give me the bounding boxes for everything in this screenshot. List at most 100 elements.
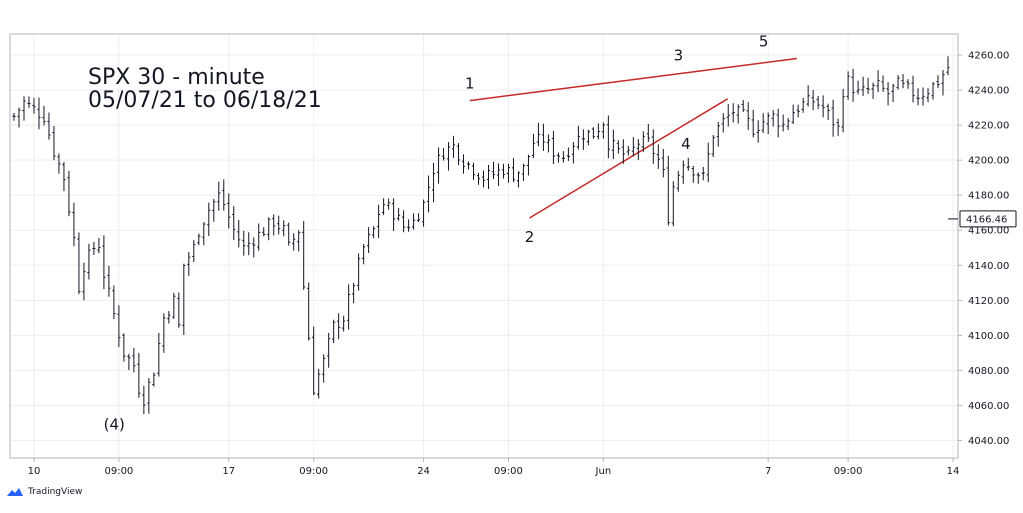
ohlc-bar	[756, 120, 760, 143]
x-tick-label: 14	[947, 466, 960, 477]
ohlc-bar	[496, 163, 501, 186]
ohlc-bar	[806, 85, 810, 107]
wave-annotations: 1 2 3 4 5 (4)	[104, 33, 769, 434]
ohlc-bar	[816, 95, 820, 109]
chart-title: SPX 30 - minute	[88, 65, 265, 90]
ohlc-bar	[886, 82, 890, 106]
ohlc-bar	[132, 347, 136, 373]
ohlc-bar	[466, 161, 471, 170]
ohlc-bar	[921, 87, 925, 106]
y-tick-label: 4100.00	[968, 331, 1009, 342]
ohlc-bar	[711, 134, 715, 158]
ohlc-bar	[431, 162, 436, 203]
ohlc-bar	[162, 313, 166, 353]
ohlc-bar	[202, 222, 206, 246]
ohlc-bar	[646, 124, 650, 142]
ohlc-bar	[641, 131, 645, 152]
ohlc-bar	[147, 377, 151, 414]
ohlc-bar	[362, 243, 366, 265]
ohlc-bar	[611, 129, 615, 160]
ohlc-bar	[22, 96, 26, 121]
ohlc-bar	[172, 292, 176, 319]
ohlc-bar	[152, 372, 156, 387]
ohlc-bar	[506, 163, 511, 183]
ohlc-bar	[681, 160, 685, 184]
wave-label: 5	[759, 33, 769, 51]
y-tick-label: 4060.00	[968, 401, 1009, 412]
ohlc-bar	[401, 210, 406, 233]
ohlc-bar	[471, 162, 476, 180]
y-axis: 4040.00 4060.00 4080.00 4100.00 4120.00 4140.…	[958, 51, 1009, 447]
x-tick-label: 09:00	[104, 466, 133, 477]
ohlc-bar	[486, 164, 491, 189]
ohlc-bar	[262, 227, 266, 237]
wave-label: (4)	[104, 415, 125, 433]
ohlc-bar	[127, 353, 131, 370]
ohlc-bar	[586, 129, 590, 146]
ohlc-bar	[776, 108, 780, 138]
ohlc-bar	[856, 80, 860, 95]
grid	[10, 34, 958, 458]
ohlc-bar	[631, 137, 635, 157]
ohlc-bar	[292, 233, 296, 251]
tradingview-branding[interactable]: TradingView	[6, 486, 82, 498]
ohlc-bar	[382, 198, 386, 216]
ohlc-bar	[841, 88, 845, 133]
ohlc-bar	[686, 157, 690, 171]
ohlc-bar	[606, 115, 610, 159]
ohlc-bar	[551, 130, 556, 164]
ohlc-bar	[416, 213, 421, 223]
ohlc-bar	[566, 147, 571, 161]
ohlc-bar	[32, 97, 36, 114]
ohlc-bar	[272, 214, 276, 236]
ohlc-bar	[766, 112, 770, 135]
ohlc-bar	[831, 99, 835, 137]
ohlc-bar	[906, 79, 910, 89]
y-tick-label: 4080.00	[968, 366, 1009, 377]
chart-subtitle: 05/07/21 to 06/18/21	[88, 88, 322, 113]
y-tick-label: 4040.00	[968, 436, 1009, 447]
ohlc-bar	[636, 139, 640, 160]
ohlc-bar	[97, 237, 101, 254]
ohlc-bar	[721, 113, 725, 133]
ohlc-bar	[327, 332, 331, 368]
ohlc-bar	[916, 88, 920, 106]
last-price-label: 4166.46	[966, 214, 1007, 225]
ohlc-bar	[521, 163, 526, 181]
ohlc-bar	[37, 97, 41, 130]
ohlc-bar	[192, 240, 196, 262]
ohlc-bar	[421, 199, 426, 227]
ohlc-bar	[526, 154, 531, 176]
ohlc-bar	[391, 198, 396, 232]
ohlc-bar	[716, 122, 720, 147]
ohlc-bar	[87, 243, 91, 280]
ohlc-bar	[691, 165, 695, 183]
y-tick-label: 4160.00	[968, 226, 1009, 237]
y-tick-label: 4200.00	[968, 156, 1009, 167]
ohlc-bar	[62, 162, 66, 192]
ohlc-bar	[287, 222, 291, 246]
ohlc-bar	[736, 104, 740, 124]
ohlc-bar	[142, 385, 146, 415]
ohlc-bar	[247, 232, 251, 256]
ohlc-bar	[312, 326, 316, 396]
ohlc-bar	[676, 170, 680, 192]
trendline	[529, 98, 729, 219]
ohlc-bar	[47, 112, 51, 140]
ohlc-bar	[107, 265, 111, 297]
ohlc-bar	[411, 213, 416, 230]
ohlc-bar	[931, 81, 935, 100]
ohlc-bar	[746, 102, 750, 130]
ohlc-bar	[267, 217, 271, 241]
trendline	[469, 57, 797, 102]
ohlc-bar	[581, 129, 585, 150]
ohlc-bar	[936, 75, 940, 89]
ohlc-bar	[481, 170, 486, 188]
ohlc-bar	[596, 123, 600, 140]
ohlc-bar	[826, 103, 830, 120]
y-tick-label: 4140.00	[968, 261, 1009, 272]
ohlc-bar	[911, 75, 915, 103]
ohlc-bar	[696, 172, 700, 184]
ohlc-bar	[227, 193, 231, 229]
